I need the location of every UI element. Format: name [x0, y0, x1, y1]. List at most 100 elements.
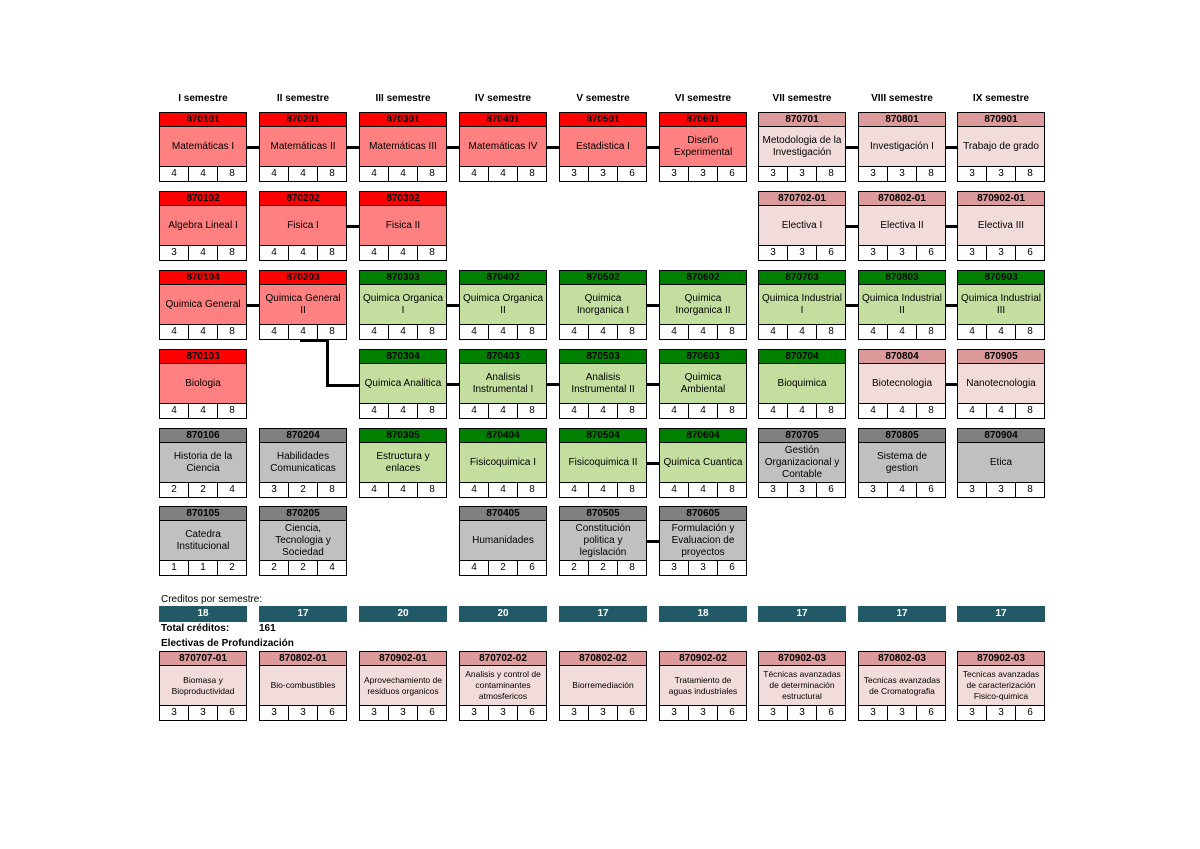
credit-cell: 6: [816, 246, 845, 260]
credit-cell: 4: [217, 483, 246, 497]
prerequisite-connector: [347, 225, 359, 228]
credit-cell: 8: [1015, 404, 1044, 418]
credit-cell: 8: [1015, 167, 1044, 181]
credit-cell: 4: [471, 326, 477, 337]
credit-cell: 4: [688, 325, 717, 339]
course-card: 870705 Gestión Organizacional y Contable 3…: [758, 428, 846, 498]
credit-cell: 3: [571, 168, 577, 179]
credit-cell: 3: [688, 561, 717, 575]
credit-cell: 6: [517, 561, 546, 575]
course-name: Electiva I: [759, 206, 845, 245]
credit-cell: 4: [471, 168, 477, 179]
course-name: Tecnicas avanzadas de caracterización Fi…: [958, 666, 1044, 705]
credit-cell: 3: [588, 167, 617, 181]
credit-cell: 2: [588, 561, 617, 575]
credit-cell: 4: [371, 405, 377, 416]
credit-cell: 8: [417, 483, 446, 497]
course-code: 870202: [260, 192, 346, 206]
course-code: 870802-01: [260, 652, 346, 666]
credit-cell: 8: [217, 167, 246, 181]
prerequisite-connector: [247, 304, 259, 307]
course-code: 870201: [260, 113, 346, 127]
course-code: 870103: [160, 350, 246, 364]
credit-cell: 6: [916, 706, 945, 720]
course-name: Electiva II: [859, 206, 945, 245]
credit-cell: 8: [317, 325, 346, 339]
course-card: 870105 Catedra Institucional 1 1 2: [159, 506, 247, 576]
course-name: Catedra Institucional: [160, 521, 246, 560]
credit-cell: 8: [816, 167, 845, 181]
credit-cell: 4: [271, 247, 277, 258]
course-code: 870205: [260, 507, 346, 521]
credit-cell: 4: [171, 168, 177, 179]
course-card: 870602 Quimica Inorganica II 4 4 8: [659, 270, 747, 340]
course-code: 870705: [759, 429, 845, 443]
course-code: 870902-01: [958, 192, 1044, 206]
course-name: Fisica I: [260, 206, 346, 245]
credit-cell: 4: [317, 561, 346, 575]
course-card: 870405 Humanidades 4 2 6: [459, 506, 547, 576]
course-card: 870901 Trabajo de grado 3 3 8: [957, 112, 1045, 182]
course-code: 870605: [660, 507, 746, 521]
credit-cell: 3: [870, 707, 876, 718]
course-code: 870903: [958, 271, 1044, 285]
course-card: 870605 Formulación y Evaluacion de proyec…: [659, 506, 747, 576]
course-name: Biotecnologia: [859, 364, 945, 403]
credit-cell: 4: [870, 405, 876, 416]
course-name: Quimica Analitica: [360, 364, 446, 403]
course-name: Electiva III: [958, 206, 1044, 245]
credit-cell: 4: [371, 247, 377, 258]
credit-cell: 4: [787, 325, 816, 339]
course-card: 870304 Quimica Analitica 4 4 8: [359, 349, 447, 419]
semester-header: III semestre: [375, 93, 431, 104]
elective-course-card: 870902-03 Tecnicas avanzadas de caracteri…: [957, 651, 1045, 721]
course-code: 870502: [560, 271, 646, 285]
credit-cell: 2: [288, 561, 317, 575]
credit-cell: 4: [770, 405, 776, 416]
credit-cell: 4: [588, 325, 617, 339]
credit-cell: 8: [816, 325, 845, 339]
credit-cell: 3: [288, 706, 317, 720]
credit-cell: 3: [271, 484, 277, 495]
credit-cell: 4: [488, 404, 517, 418]
credit-cell: 8: [916, 167, 945, 181]
credit-cell: 3: [787, 246, 816, 260]
credit-cell: 3: [271, 707, 277, 718]
credit-cell: 4: [471, 405, 477, 416]
credit-cell: 3: [770, 484, 776, 495]
credit-cell: 4: [969, 326, 975, 337]
credit-cell: 4: [986, 325, 1015, 339]
credit-cell: 2: [288, 483, 317, 497]
course-name: Matemáticas III: [360, 127, 446, 166]
credit-cell: 8: [317, 483, 346, 497]
credit-cell: 3: [171, 247, 177, 258]
credit-cell: 4: [571, 405, 577, 416]
credit-cell: 6: [916, 246, 945, 260]
course-card: 870103 Biologia 4 4 8: [159, 349, 247, 419]
course-name: Quimica General: [160, 285, 246, 324]
course-code: 870403: [460, 350, 546, 364]
course-code: 870404: [460, 429, 546, 443]
credit-cell: 6: [717, 706, 746, 720]
credit-cell: 6: [816, 706, 845, 720]
course-code: 870503: [560, 350, 646, 364]
prerequisite-connector: [946, 304, 957, 307]
course-card: 870204 Habilidades Comunicaticas 3 2 8: [259, 428, 347, 498]
credit-cell: 4: [870, 326, 876, 337]
course-card: 870802-01 Electiva II 3 3 6: [858, 191, 946, 261]
